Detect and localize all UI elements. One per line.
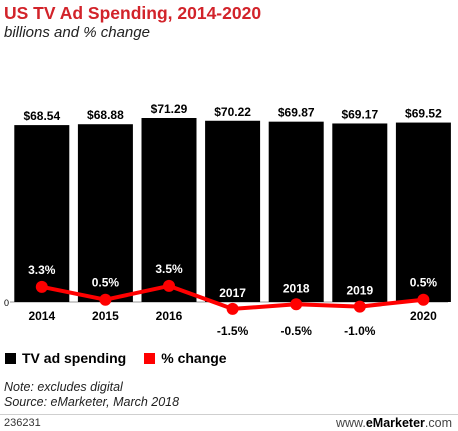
pct-point-2016	[163, 279, 175, 292]
category-label-2020: 2020	[410, 309, 437, 323]
legend-label-line: % change	[161, 350, 227, 366]
category-label-2014: 2014	[28, 309, 55, 323]
brand-prefix: www.	[335, 416, 366, 430]
pct-label-2016: 3.5%	[155, 262, 183, 276]
category-label-2017: 2017	[219, 286, 246, 300]
pct-point-2018	[290, 298, 303, 311]
chart-legend: TV ad spending % change	[5, 350, 245, 366]
bar-value-label-2017: $70.22	[214, 105, 251, 119]
bar-value-label-2018: $69.87	[278, 106, 315, 120]
pct-label-2014: 3.3%	[28, 263, 56, 277]
pct-point-2019	[353, 300, 366, 313]
bar-value-label-2019: $69.17	[341, 107, 378, 121]
footer: 236231 www.eMarketer.com	[0, 414, 458, 431]
pct-point-2014	[35, 280, 48, 293]
bar-value-label-2020: $69.52	[405, 107, 442, 121]
pct-label-2018: -0.5%	[281, 324, 313, 338]
legend-label-bars: TV ad spending	[22, 350, 127, 366]
brand-suffix: .com	[424, 416, 452, 430]
legend-swatch-bars	[5, 352, 16, 364]
legend-item-bars: TV ad spending	[5, 350, 126, 366]
chart-notes: Note: excludes digital Source: eMarketer…	[4, 380, 179, 410]
pct-point-2017	[226, 302, 239, 315]
pct-label-2020: 0.5%	[410, 276, 438, 290]
bar-value-label-2016: $71.29	[151, 102, 188, 116]
pct-point-2020	[417, 293, 430, 306]
category-label-2019: 2019	[346, 284, 373, 298]
brand-link[interactable]: www.eMarketer.com	[336, 416, 452, 430]
chart-id: 236231	[4, 417, 41, 429]
bar-2019	[332, 123, 388, 302]
combo-chart: 0 $68.54 2014 3.3% $68.88 2015 0.5% $71.29 2016 3…	[4, 102, 451, 338]
bar-2014	[14, 125, 70, 302]
bar-2018	[268, 121, 324, 302]
bar-2017	[205, 120, 261, 302]
brand-name: eMarketer	[365, 416, 425, 430]
pct-point-2015	[99, 293, 112, 306]
legend-item-line: % change	[144, 350, 227, 366]
bar-2015	[77, 124, 133, 302]
bar-2016	[141, 118, 197, 302]
category-label-2016: 2016	[156, 309, 183, 323]
pct-label-2017: -1.5%	[217, 324, 249, 338]
chart-title: US TV Ad Spending, 2014-2020	[4, 3, 262, 23]
pct-label-2019: -1.0%	[344, 324, 376, 338]
note-text: Note: excludes digital	[4, 380, 123, 394]
pct-label-2015: 0.5%	[92, 276, 120, 290]
bar-2020	[395, 122, 451, 302]
bar-value-label-2015: $68.88	[87, 108, 124, 122]
bar-value-label-2014: $68.54	[23, 109, 60, 123]
category-label-2015: 2015	[92, 309, 119, 323]
chart-subtitle: billions and % change	[4, 24, 150, 41]
legend-swatch-line	[144, 352, 156, 364]
zero-tick-label: 0	[4, 298, 9, 308]
source-text: Source: eMarketer, March 2018	[4, 395, 180, 409]
category-label-2018: 2018	[283, 281, 310, 295]
